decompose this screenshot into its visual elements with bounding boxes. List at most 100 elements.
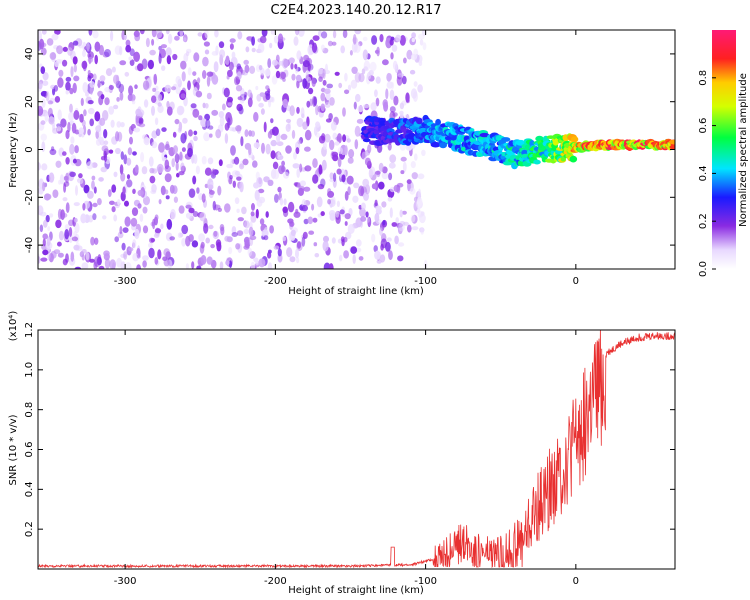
y-tick-label: 0.2 xyxy=(24,521,35,537)
noise-cell xyxy=(390,81,395,90)
noise-cell xyxy=(57,77,64,88)
noise-cell xyxy=(289,256,296,263)
noise-cell xyxy=(322,141,327,150)
noise-cell xyxy=(98,177,104,182)
noise-cell xyxy=(113,171,118,178)
noise-cell xyxy=(157,102,162,107)
noise-cell xyxy=(178,205,185,214)
noise-cell xyxy=(124,216,131,227)
noise-cell xyxy=(126,179,133,188)
noise-cell xyxy=(56,125,62,132)
noise-cell xyxy=(278,165,285,175)
noise-cell xyxy=(241,206,247,215)
noise-cell xyxy=(81,262,89,269)
noise-cell xyxy=(344,72,348,82)
noise-cell xyxy=(42,238,46,247)
noise-cell xyxy=(73,244,80,251)
noise-cell xyxy=(38,161,41,171)
noise-cell xyxy=(303,186,311,192)
colorbar-ticks: 0.0 0.2 0.4 0.6 0.8 xyxy=(698,70,716,277)
noise-cell xyxy=(303,54,310,62)
noise-cell xyxy=(110,119,115,128)
noise-cell xyxy=(271,126,279,136)
noise-cell xyxy=(153,73,158,85)
noise-cell xyxy=(265,85,270,90)
noise-cell xyxy=(74,266,82,269)
noise-cell xyxy=(388,250,393,261)
noise-cell xyxy=(356,118,364,124)
y-tick-label: 40 xyxy=(24,48,35,61)
noise-cell xyxy=(287,218,294,224)
noise-cell xyxy=(101,145,109,152)
noise-cell xyxy=(338,82,343,89)
noise-cell xyxy=(166,106,173,116)
noise-cell xyxy=(158,142,165,153)
noise-cell xyxy=(410,214,416,223)
noise-cell xyxy=(119,164,124,175)
noise-cell xyxy=(252,160,258,168)
noise-cell xyxy=(250,261,256,269)
noise-cell xyxy=(238,106,244,115)
noise-cell xyxy=(205,118,211,129)
noise-cell xyxy=(265,143,271,155)
noise-cell xyxy=(176,105,184,116)
noise-cell xyxy=(180,162,185,172)
noise-cell xyxy=(128,247,134,252)
noise-cell xyxy=(329,172,334,180)
noise-cell xyxy=(291,129,296,139)
noise-cell xyxy=(261,229,269,238)
noise-cell xyxy=(113,74,119,85)
noise-cell xyxy=(255,85,259,91)
noise-cell xyxy=(171,158,175,168)
noise-cell xyxy=(64,224,70,231)
noise-cell xyxy=(118,83,125,93)
noise-cell xyxy=(297,30,305,37)
noise-cell xyxy=(363,66,369,71)
noise-cell xyxy=(134,228,140,240)
noise-cell xyxy=(329,139,335,151)
noise-cell xyxy=(361,151,367,161)
noise-cell xyxy=(100,166,108,173)
noise-cell xyxy=(173,145,178,154)
noise-cell xyxy=(348,149,355,159)
noise-cell xyxy=(73,75,80,82)
noise-cell xyxy=(137,189,144,197)
signal-cell xyxy=(501,137,511,142)
noise-cell xyxy=(193,135,198,142)
noise-cell xyxy=(180,60,187,70)
signal-cell xyxy=(533,159,541,165)
noise-cell xyxy=(162,256,168,262)
colorbar-label: Normalized spectral amplitude xyxy=(738,73,749,227)
noise-cell xyxy=(156,163,164,174)
noise-cell xyxy=(365,211,369,218)
noise-cell xyxy=(160,185,166,196)
noise-cell xyxy=(179,232,184,238)
noise-cell xyxy=(366,217,370,223)
noise-cell xyxy=(40,66,46,74)
noise-cell xyxy=(120,151,125,160)
noise-cell xyxy=(330,121,337,131)
noise-cell xyxy=(73,64,78,73)
noise-cell xyxy=(360,216,367,222)
noise-cell xyxy=(165,47,172,57)
noise-cell xyxy=(340,45,346,54)
x-tick-label: -100 xyxy=(414,276,437,287)
noise-cell xyxy=(83,184,90,194)
noise-cell xyxy=(227,69,233,78)
noise-cell xyxy=(234,170,241,176)
noise-cell xyxy=(111,66,116,73)
noise-cell xyxy=(43,219,48,228)
noise-cell xyxy=(163,248,170,257)
noise-cell xyxy=(410,161,416,169)
noise-cell xyxy=(422,42,427,51)
noise-cell xyxy=(100,94,105,100)
noise-cell xyxy=(272,161,279,170)
colorbar-tick-label: 0.4 xyxy=(698,165,709,181)
noise-cell xyxy=(379,254,386,263)
noise-cell xyxy=(218,159,223,167)
noise-cell xyxy=(257,43,265,53)
noise-cell xyxy=(65,81,71,92)
colorbar: 0.0 0.2 0.4 0.6 0.8 Normalized spectral ampl… xyxy=(698,30,749,277)
noise-cell xyxy=(137,63,144,72)
noise-cell xyxy=(81,60,88,70)
